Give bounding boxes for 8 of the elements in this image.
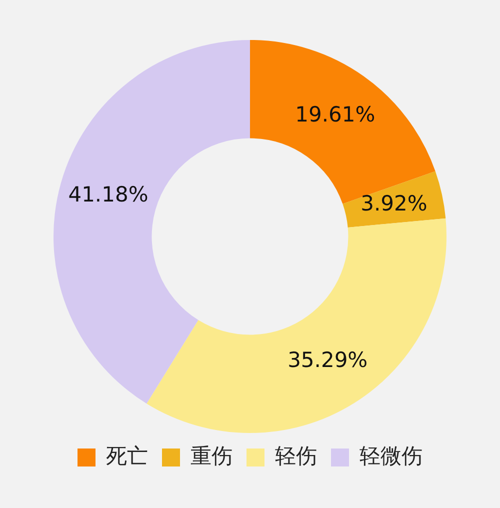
legend-label: 轻微伤	[360, 444, 422, 468]
legend-label: 死亡	[106, 444, 148, 468]
data-label: 3.92%	[360, 191, 428, 216]
legend-label: 重伤	[190, 444, 232, 468]
data-label: 19.61%	[295, 102, 376, 127]
legend-label: 轻伤	[275, 444, 317, 468]
data-label: 35.29%	[288, 348, 368, 372]
data-label: 41.18%	[68, 182, 148, 207]
